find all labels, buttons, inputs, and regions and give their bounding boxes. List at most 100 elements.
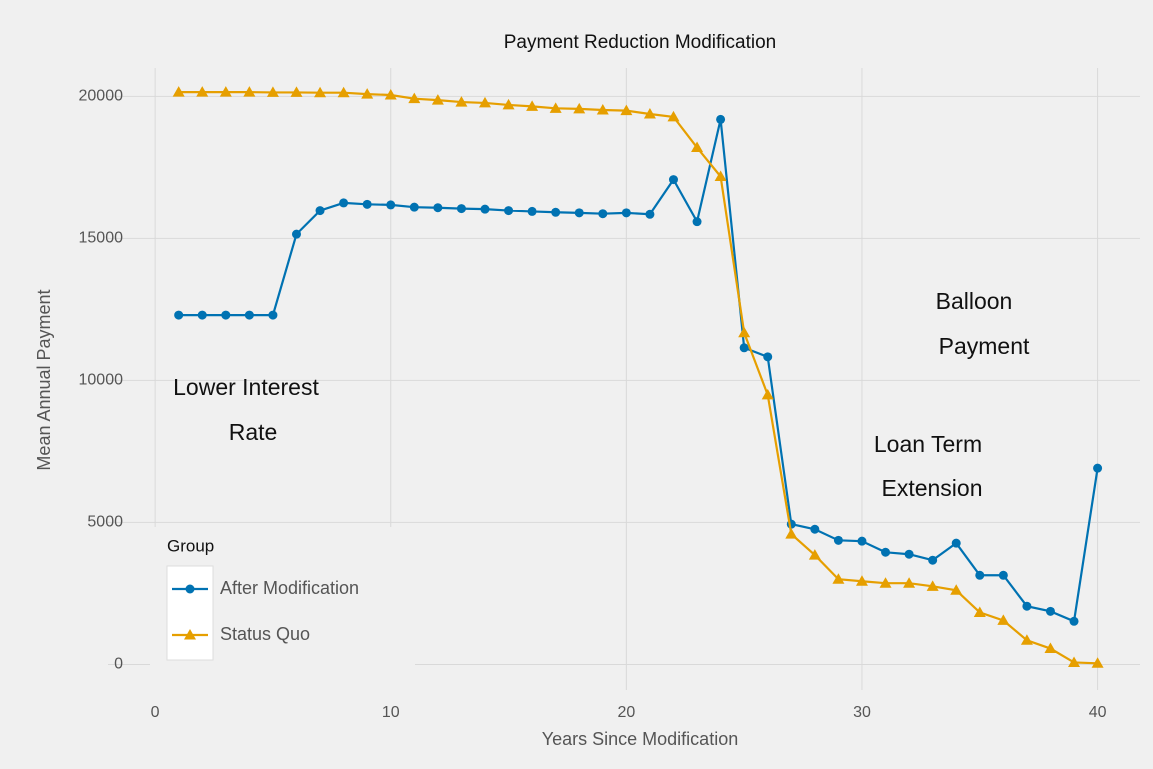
x-tick-label: 0 (151, 704, 160, 721)
marker (739, 343, 749, 353)
marker (480, 204, 490, 214)
legend-label: Status Quo (220, 624, 310, 644)
marker (551, 207, 561, 217)
legend-label: After Modification (220, 578, 359, 598)
marker (196, 86, 209, 97)
marker (692, 217, 702, 227)
marker (268, 310, 278, 320)
x-axis-label: Years Since Modification (542, 729, 738, 749)
marker (574, 208, 584, 218)
marker (1069, 616, 1079, 626)
marker (1093, 463, 1103, 473)
marker (881, 547, 891, 557)
marker (315, 206, 325, 216)
marker (832, 573, 845, 584)
marker (855, 575, 868, 586)
marker (763, 352, 773, 362)
marker (643, 108, 656, 119)
marker (810, 524, 820, 534)
marker (174, 310, 184, 320)
marker (950, 584, 963, 595)
x-tick-label: 30 (853, 704, 871, 721)
marker (903, 577, 916, 588)
marker (362, 199, 372, 209)
marker (219, 86, 232, 97)
line (178, 119, 1099, 623)
y-tick-label: 0 (114, 656, 123, 673)
marker (502, 98, 515, 110)
marker (291, 229, 301, 239)
marker (975, 570, 985, 580)
marker (549, 102, 562, 113)
series (174, 114, 1103, 626)
marker (808, 549, 821, 560)
marker (526, 100, 539, 111)
marker (879, 577, 892, 588)
marker (1020, 634, 1033, 645)
x-tick-label: 20 (617, 704, 635, 721)
legend-marker (184, 629, 196, 640)
legend-marker (185, 584, 195, 594)
marker (478, 96, 491, 108)
marker (456, 204, 466, 214)
marker (339, 198, 349, 208)
marker (951, 538, 961, 548)
marker (928, 555, 938, 565)
marker (433, 203, 443, 213)
marker (409, 202, 419, 212)
marker (645, 209, 655, 219)
marker (904, 549, 914, 559)
marker (386, 200, 396, 210)
marker (1068, 656, 1081, 667)
annotation: Balloon (936, 288, 1013, 314)
grid (108, 68, 1140, 690)
marker (998, 570, 1008, 580)
marker (667, 110, 680, 122)
marker (738, 326, 751, 338)
marker (761, 388, 774, 400)
annotation: Loan Term (874, 431, 982, 457)
annotation: Extension (881, 475, 982, 501)
x-tick-label: 10 (382, 704, 400, 721)
marker (573, 102, 586, 114)
series (172, 86, 1104, 668)
y-tick-label: 10000 (79, 372, 124, 389)
x-tick-label: 40 (1089, 704, 1107, 721)
marker (266, 86, 279, 97)
marker (384, 88, 397, 100)
marker (504, 206, 514, 216)
marker (691, 141, 704, 153)
marker (973, 606, 986, 617)
annotations: Lower Interest Rate Balloon Payment Loan… (173, 288, 1030, 501)
annotation: Payment (939, 333, 1030, 359)
marker (221, 310, 231, 320)
marker (361, 88, 374, 99)
y-axis-label: Mean Annual Payment (34, 289, 54, 470)
marker (598, 209, 608, 219)
line (178, 91, 1098, 665)
annotation: Lower Interest (173, 374, 319, 400)
legend: Group After Modification Status Quo (150, 527, 415, 690)
marker (455, 96, 468, 107)
marker (596, 104, 609, 115)
marker (1044, 642, 1057, 654)
legend-title: Group (167, 536, 214, 555)
annotation: Rate (229, 419, 278, 445)
marker (785, 528, 798, 539)
marker (620, 104, 633, 116)
marker (527, 206, 537, 216)
marker (197, 310, 207, 320)
y-tick-label: 15000 (79, 230, 124, 247)
marker (714, 170, 727, 181)
y-tick-label: 20000 (79, 88, 124, 105)
marker (244, 310, 254, 320)
plot (172, 86, 1104, 668)
marker (243, 86, 256, 97)
marker (1022, 601, 1032, 611)
chart-title: Payment Reduction Modification (504, 32, 776, 53)
marker (337, 86, 350, 98)
marker (1045, 606, 1055, 616)
marker (833, 535, 843, 545)
marker (668, 175, 678, 185)
